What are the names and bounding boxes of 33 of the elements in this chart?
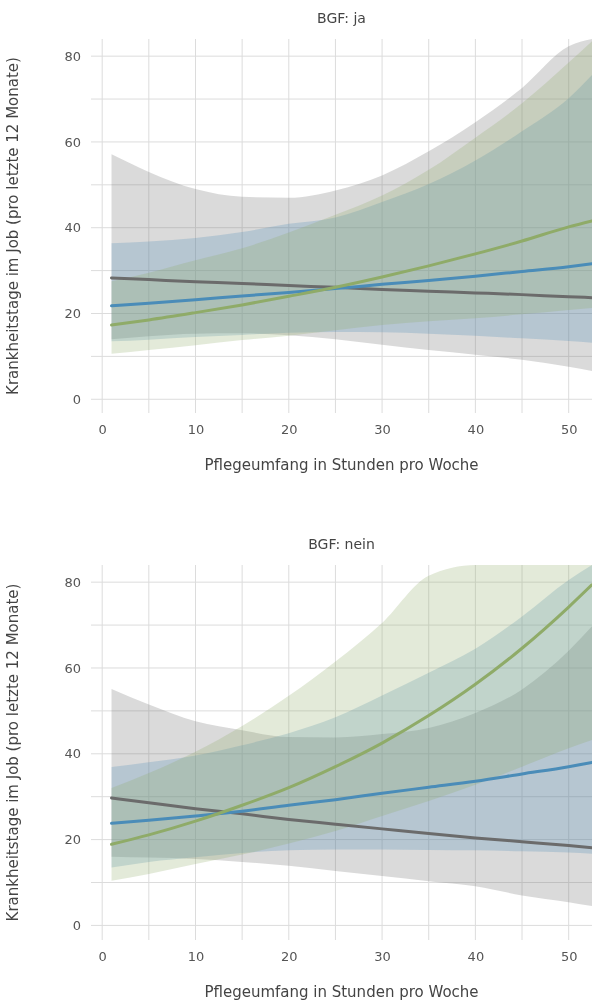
- y-tick-label: 40: [64, 220, 81, 236]
- y-tick-label: 20: [64, 306, 81, 322]
- y-tick-label: 60: [64, 134, 81, 150]
- y-axis-title: Krankheitstage im Job (pro letzte 12 Monate): [4, 583, 22, 922]
- x-tick-label: 30: [374, 949, 391, 965]
- line-series: [110, 276, 592, 300]
- chart-title: BGF: nein: [308, 536, 375, 552]
- y-axis-title: Krankheitstage im Job (pro letzte 12 Monate): [4, 57, 22, 395]
- x-tick-label: 20: [281, 949, 298, 965]
- line-series: [110, 219, 592, 327]
- line-series: [110, 262, 592, 308]
- x-axis-title: Pflegeumfang in Stunden pro Woche: [204, 983, 479, 1001]
- y-tick-label: 0: [72, 391, 81, 407]
- x-tick-label: 30: [374, 422, 391, 438]
- x-tick-label: 50: [560, 949, 578, 965]
- y-tick-label: 60: [64, 660, 81, 676]
- line-series: [110, 760, 592, 825]
- chart-title: BGF: ja: [317, 10, 366, 26]
- x-tick-label: 0: [98, 949, 107, 965]
- y-tick-label: 20: [64, 832, 81, 848]
- x-tick-label: 10: [187, 949, 205, 965]
- line-series: [110, 796, 592, 850]
- x-axis-title: Pflegeumfang in Stunden pro Woche: [204, 456, 479, 474]
- y-tick-label: 0: [72, 918, 81, 934]
- x-tick-label: 10: [187, 422, 205, 438]
- y-tick-label: 80: [64, 48, 81, 64]
- x-tick-label: 50: [560, 422, 578, 438]
- x-tick-label: 20: [281, 422, 298, 438]
- y-tick-label: 40: [64, 746, 81, 762]
- x-tick-label: 0: [98, 422, 107, 438]
- y-tick-label: 80: [64, 574, 81, 590]
- x-tick-label: 40: [467, 949, 485, 965]
- x-tick-label: 40: [467, 422, 485, 438]
